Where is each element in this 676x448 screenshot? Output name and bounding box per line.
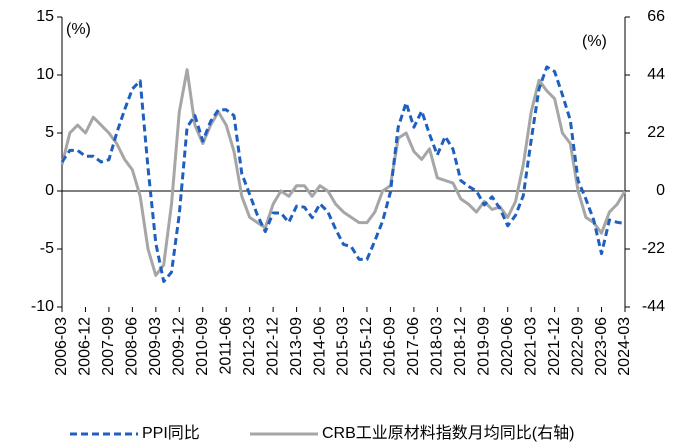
y2-axis-label: (%) <box>582 33 607 50</box>
y2-tick-label: -22 <box>642 240 665 257</box>
y2-tick-label: 0 <box>656 182 665 199</box>
y-tick-label: -5 <box>40 240 54 257</box>
y-tick-label: 15 <box>36 8 54 25</box>
x-tick-label: 2009-12 <box>171 317 188 376</box>
x-tick-label: 2019-09 <box>475 317 492 376</box>
x-tick-label: 2010-09 <box>194 317 211 376</box>
x-tick-label: 2018-03 <box>429 317 446 376</box>
y-tick-label: 0 <box>45 182 54 199</box>
x-tick-label: 2024-03 <box>616 317 633 376</box>
x-tick-label: 2006-03 <box>53 317 70 376</box>
y-tick-label: 5 <box>45 124 54 141</box>
y2-tick-label: -44 <box>642 298 665 315</box>
x-tick-label: 2006-12 <box>77 317 94 376</box>
x-tick-label: 2011-06 <box>217 317 234 375</box>
x-tick-label: 2023-06 <box>593 317 610 376</box>
y-tick-label: 10 <box>36 66 54 83</box>
x-tick-label: 2016-09 <box>382 317 399 376</box>
legend-label: PPI同比 <box>142 424 200 442</box>
x-tick-label: 2015-03 <box>335 317 352 376</box>
x-tick-label: 2020-06 <box>499 317 516 376</box>
x-tick-label: 2008-06 <box>124 317 141 376</box>
x-tick-label: 2021-03 <box>522 317 539 376</box>
x-tick-label: 2017-06 <box>405 317 422 376</box>
x-tick-label: 2018-12 <box>452 317 469 376</box>
x-tick-label: 2012-03 <box>241 317 258 376</box>
x-tick-label: 2012-12 <box>264 317 281 376</box>
y2-tick-label: 44 <box>647 66 665 83</box>
x-tick-label: 2022-09 <box>569 317 586 376</box>
y-axis-label: (%) <box>66 21 91 38</box>
x-tick-label: 2009-03 <box>147 317 164 376</box>
x-tick-label: 2013-09 <box>288 317 305 376</box>
y2-tick-label: 66 <box>647 8 665 25</box>
x-tick-label: 2014-06 <box>311 317 328 376</box>
legend-label: CRB工业原材料指数月均同比(右轴) <box>322 424 574 442</box>
series-line <box>60 68 627 277</box>
x-tick-label: 2007-09 <box>100 317 117 376</box>
x-tick-label: 2015-12 <box>358 317 375 376</box>
y2-tick-label: 22 <box>647 124 665 141</box>
x-tick-label: 2021-12 <box>546 317 563 376</box>
y-tick-label: -10 <box>31 298 54 315</box>
series-line <box>60 65 626 283</box>
